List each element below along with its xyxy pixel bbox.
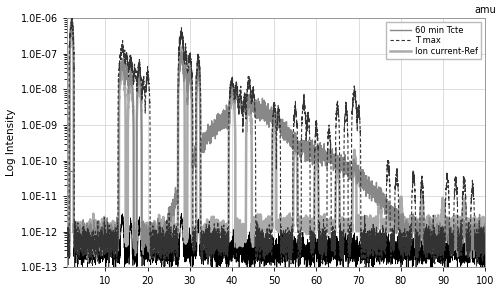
- Legend: 60 min Tcte, T max, Ion current-Ref: 60 min Tcte, T max, Ion current-Ref: [386, 22, 481, 59]
- Y-axis label: Log Intensity: Log Intensity: [6, 109, 16, 176]
- X-axis label: amu: amu: [474, 5, 496, 15]
